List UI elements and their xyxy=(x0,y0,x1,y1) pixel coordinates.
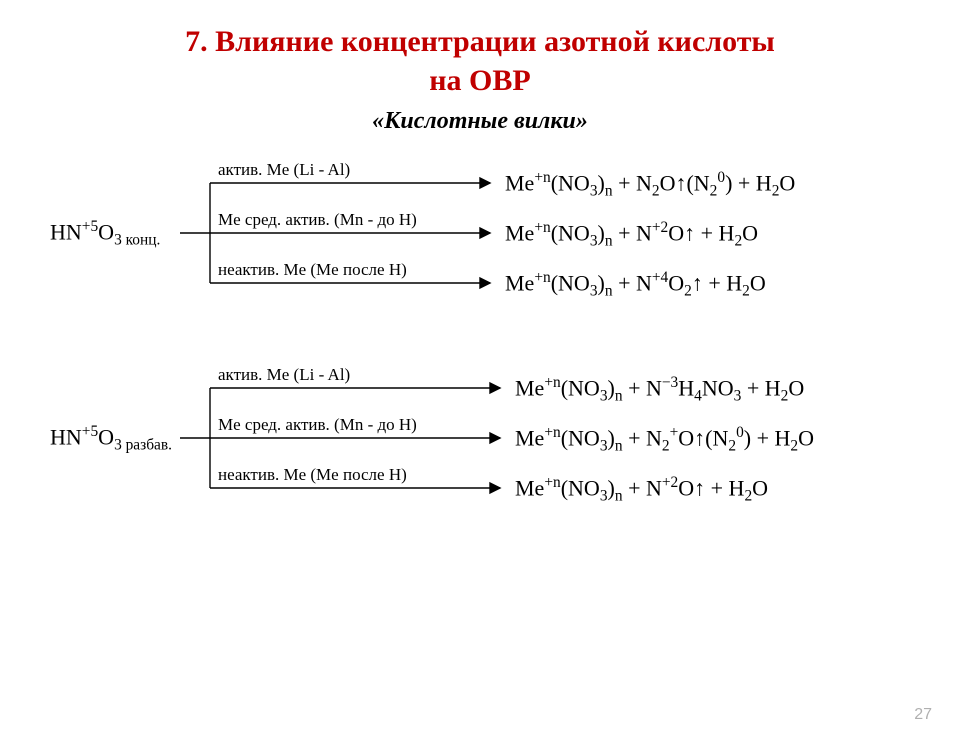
branch-label: Me сред. актив. (Mn - до H) xyxy=(218,415,417,435)
fork-block-dilute: HN+5O3 разбав. актив. Me (Li - Al) Me ср… xyxy=(50,368,960,518)
product: Me+n(NO3)n + N+2O↑ + H2O xyxy=(505,219,758,251)
fork-arrows-icon xyxy=(180,368,520,518)
slide-title: 7. Влияние концентрации азотной кислоты … xyxy=(0,22,960,100)
reagent-dilute: HN+5O3 разбав. xyxy=(50,423,172,455)
branch-label: неактив. Me (Me после H) xyxy=(218,465,407,485)
fork-block-concentrated: HN+5O3 конц. актив. Me (Li - Al) Me сред… xyxy=(50,163,960,313)
fork-arrows-icon xyxy=(180,163,510,313)
title-line1: 7. Влияние концентрации азотной кислоты xyxy=(185,25,775,58)
reagent-concentrated: HN+5O3 конц. xyxy=(50,218,160,250)
branch-label: актив. Me (Li - Al) xyxy=(218,160,350,180)
branch-label: Me сред. актив. (Mn - до H) xyxy=(218,210,417,230)
page-number: 27 xyxy=(914,706,932,724)
slide-subtitle: «Кислотные вилки» xyxy=(0,108,960,135)
branch-label: актив. Me (Li - Al) xyxy=(218,365,350,385)
product: Me+n(NO3)n + N2+O↑(N20) + H2O xyxy=(515,424,814,456)
product: Me+n(NO3)n + N+2O↑ + H2O xyxy=(515,474,768,506)
product: Me+n(NO3)n + N+4O2↑ + H2O xyxy=(505,269,766,301)
product: Me+n(NO3)n + N2O↑(N20) + H2O xyxy=(505,169,795,201)
title-line2: на ОВР xyxy=(429,64,530,97)
branch-label: неактив. Me (Me после H) xyxy=(218,260,407,280)
product: Me+n(NO3)n + N−3H4NO3 + H2O xyxy=(515,374,804,406)
